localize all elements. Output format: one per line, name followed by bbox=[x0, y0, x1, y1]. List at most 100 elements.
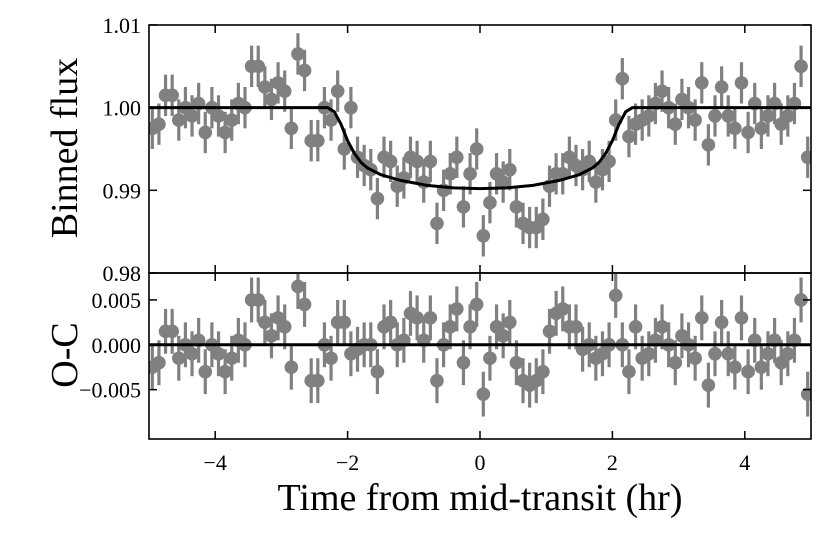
flux-data-point bbox=[185, 109, 199, 123]
flux-data-point bbox=[655, 84, 669, 98]
flux-data-point bbox=[410, 154, 424, 169]
flux-data-point bbox=[688, 113, 702, 127]
residuals-data-point bbox=[185, 346, 199, 361]
residuals-data-point bbox=[165, 324, 179, 339]
flux-data-point bbox=[761, 109, 775, 123]
flux-data-point bbox=[450, 150, 464, 165]
flux-data-point bbox=[330, 84, 345, 98]
residuals-data-point bbox=[628, 320, 643, 334]
residuals-data-point bbox=[608, 288, 623, 303]
flux-data-point bbox=[383, 154, 398, 169]
flux-data-point bbox=[171, 113, 186, 127]
residuals-data-point bbox=[258, 315, 272, 330]
residuals-data-point bbox=[642, 346, 656, 361]
residuals-data-point bbox=[708, 346, 722, 361]
residuals-data-point bbox=[694, 311, 709, 325]
residuals-data-point bbox=[668, 355, 683, 370]
residuals-panel: −0.005 0.000 0.005 bbox=[79, 272, 812, 440]
flux-data-point bbox=[622, 129, 636, 144]
residuals-data-point bbox=[754, 360, 769, 375]
flux-data-point bbox=[284, 121, 299, 136]
flux-data-point bbox=[496, 175, 510, 189]
flux-data-point bbox=[443, 167, 458, 181]
residuals-data-point bbox=[781, 346, 795, 361]
flux-data-point bbox=[721, 109, 736, 123]
flux-data-point bbox=[794, 59, 808, 74]
residuals-data-point bbox=[450, 302, 464, 316]
residuals-data-point bbox=[761, 346, 775, 361]
flux-data-point bbox=[708, 109, 722, 123]
residuals-data-point bbox=[536, 364, 550, 379]
transit-model-curve bbox=[149, 106, 811, 191]
flux-data-point bbox=[536, 212, 550, 227]
flux-data-point bbox=[324, 113, 338, 127]
flux-data-point bbox=[728, 121, 742, 136]
flux-data-point bbox=[582, 154, 597, 169]
flux-data-point bbox=[152, 117, 166, 131]
residuals-y-tick-label: 0.005 bbox=[92, 288, 142, 313]
residuals-data-point bbox=[509, 355, 524, 370]
residuals-data-point bbox=[291, 279, 305, 294]
residuals-data-point bbox=[218, 364, 232, 379]
residuals-data-point bbox=[171, 351, 186, 366]
flux-data-point bbox=[476, 229, 491, 243]
flux-data-point bbox=[741, 125, 755, 140]
residuals-data-point bbox=[469, 297, 484, 312]
flux-data-layer bbox=[149, 33, 811, 257]
flux-data-point bbox=[714, 80, 729, 94]
flux-data-point bbox=[800, 150, 811, 165]
flux-data-point bbox=[344, 100, 358, 115]
flux-data-point bbox=[291, 47, 305, 61]
flux-data-point bbox=[589, 175, 603, 189]
residuals-data-point bbox=[264, 329, 279, 343]
residuals-data-point bbox=[483, 351, 497, 366]
flux-data-point bbox=[509, 200, 524, 214]
residuals-data-point bbox=[569, 320, 583, 334]
flux-data-point bbox=[602, 154, 616, 169]
residuals-data-point bbox=[337, 315, 352, 330]
flux-data-point bbox=[165, 88, 179, 103]
residuals-data-point bbox=[198, 364, 213, 379]
residuals-data-point bbox=[410, 311, 424, 325]
flux-data-point bbox=[734, 76, 749, 90]
x-axis: −4 −2 0 2 4 bbox=[203, 450, 750, 475]
x-tick-label: 4 bbox=[739, 450, 750, 475]
residuals-data-point bbox=[714, 315, 729, 330]
residuals-data-point bbox=[728, 360, 742, 375]
residuals-data-point bbox=[383, 315, 398, 330]
residuals-data-point bbox=[443, 320, 458, 334]
flux-data-point bbox=[694, 76, 709, 90]
residuals-data-point bbox=[555, 302, 570, 316]
flux-data-point bbox=[502, 162, 517, 177]
flux-data-point bbox=[483, 195, 497, 210]
flux-data-point bbox=[370, 191, 385, 206]
residuals-data-point bbox=[655, 320, 669, 334]
residuals-data-point bbox=[800, 387, 811, 401]
residuals-data-point bbox=[311, 373, 325, 388]
residuals-data-point bbox=[721, 346, 736, 361]
flux-data-point bbox=[456, 200, 471, 214]
residuals-data-point bbox=[496, 329, 510, 343]
flux-panel: 0.98 0.99 1.00 1.01 bbox=[103, 13, 812, 286]
flux-data-point bbox=[430, 216, 444, 231]
residuals-data-point bbox=[430, 373, 444, 388]
residuals-data-point bbox=[463, 320, 477, 334]
residuals-data-point bbox=[224, 351, 239, 366]
residuals-data-point bbox=[456, 355, 471, 370]
residuals-y-tick-label: 0.000 bbox=[92, 333, 142, 358]
residuals-data-point bbox=[542, 324, 557, 339]
residuals-data-point bbox=[734, 311, 749, 325]
x-tick-label: −2 bbox=[336, 450, 359, 475]
residuals-y-axis-title: O-C bbox=[44, 322, 86, 387]
flux-data-point bbox=[781, 109, 795, 123]
residuals-data-point bbox=[502, 315, 517, 330]
flux-data-point bbox=[337, 142, 352, 156]
residuals-y-tick-label: −0.005 bbox=[79, 378, 141, 403]
flux-data-point bbox=[701, 138, 716, 152]
residuals-data-point bbox=[423, 311, 438, 325]
residuals-data-point bbox=[152, 355, 166, 370]
flux-data-point bbox=[224, 113, 239, 127]
flux-data-point bbox=[423, 154, 438, 169]
flux-data-point bbox=[754, 121, 769, 136]
